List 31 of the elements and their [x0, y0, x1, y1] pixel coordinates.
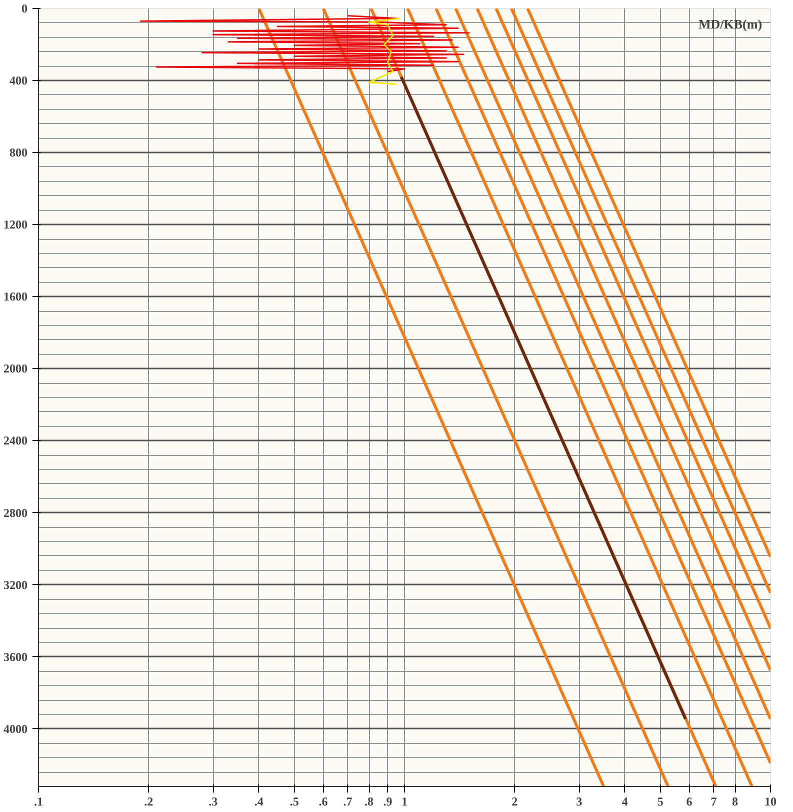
y-axis-title: MD/KB(m)	[698, 16, 762, 32]
x-tick-label: 6	[686, 794, 692, 808]
y-tick-label: 800	[10, 146, 28, 160]
y-tick-label: 2400	[4, 434, 28, 448]
x-tick-label: 10	[764, 794, 776, 808]
y-tick-label: 4000	[4, 722, 28, 736]
x-tick-label: .3	[208, 794, 218, 808]
x-tick-label: .2	[144, 794, 154, 808]
y-tick-label: 1600	[4, 290, 28, 304]
x-tick-label: .6	[318, 794, 328, 808]
x-tick-label: .4	[254, 794, 264, 808]
y-tick-label: 2800	[4, 506, 28, 520]
y-tick-label: 2000	[4, 362, 28, 376]
line-series	[368, 18, 400, 85]
y-tick-label: 3200	[4, 578, 28, 592]
x-tick-label: 2	[512, 794, 518, 808]
x-tick-label: 7	[710, 794, 717, 808]
x-tick-label: .7	[343, 794, 352, 808]
x-tick-label: 8	[732, 794, 738, 808]
y-tick-label: 400	[10, 74, 28, 88]
x-tick-label: 1	[402, 794, 408, 808]
x-tick-label: .1	[34, 794, 43, 808]
x-tick-label: 5	[657, 794, 664, 808]
x-tick-label: .8	[364, 794, 374, 808]
x-tick-label: .5	[290, 794, 299, 808]
x-tick-label: 4	[622, 794, 628, 808]
y-tick-label: 1200	[4, 218, 28, 232]
x-tick-label: 3	[576, 794, 582, 808]
x-tick-label: .9	[383, 794, 392, 808]
y-tick-label: 3600	[4, 650, 28, 664]
y-tick-label: 0	[22, 2, 28, 16]
